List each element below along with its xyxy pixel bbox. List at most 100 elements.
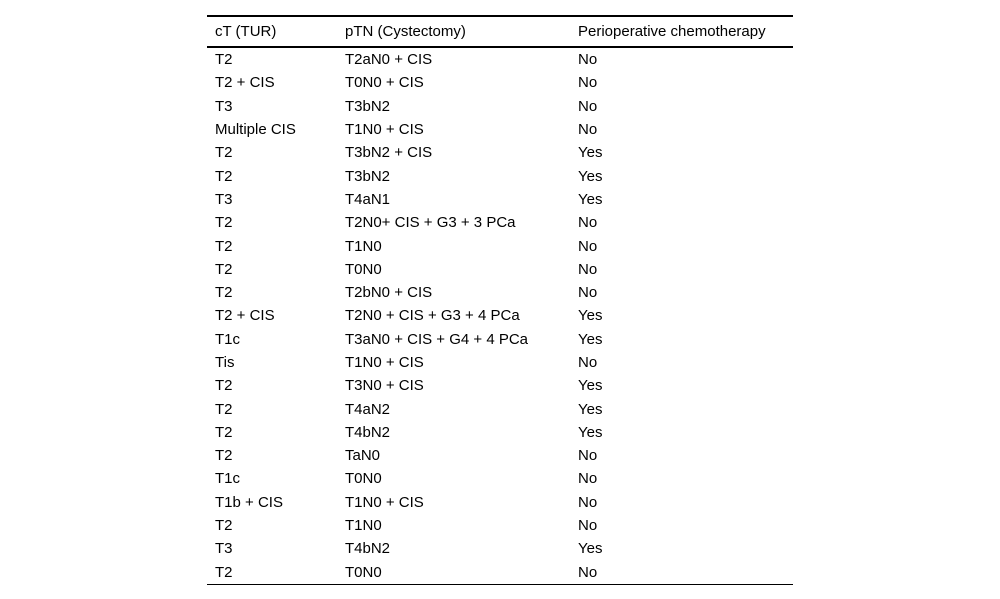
- cell-perioperative-chemotherapy: Yes: [578, 540, 603, 558]
- cell-ptn-cystectomy: TaN0: [345, 447, 381, 465]
- cell-perioperative-chemotherapy: No: [578, 214, 598, 232]
- cell-perioperative-chemotherapy: Yes: [578, 307, 603, 325]
- cell-ptn-cystectomy: T3bN2: [345, 97, 391, 115]
- cell-ptn-cystectomy: T3N0 + CIS: [345, 377, 424, 395]
- cell-ptn-cystectomy: T1N0 + CIS: [345, 493, 424, 511]
- cell-perioperative-chemotherapy: No: [578, 447, 598, 465]
- cell-ct-tur: Tis: [215, 354, 235, 371]
- cell-perioperative-chemotherapy: No: [578, 121, 598, 139]
- cell-ct-tur: T2 + CIS: [215, 307, 275, 325]
- cell-ptn-cystectomy: T4bN2: [345, 540, 391, 558]
- cell-ptn-cystectomy: T0N0: [345, 563, 382, 581]
- table-row: T2 T3bN2 + CIS Yes: [207, 141, 793, 164]
- table-row: T2 T2bN0 + CIS No: [207, 281, 793, 304]
- cell-perioperative-chemotherapy: No: [578, 74, 598, 92]
- cell-ct-tur: T2: [215, 51, 233, 69]
- table-row: T2 T2N0+ CIS + G3 + 3 PCa No: [207, 211, 793, 234]
- table-row: T1b + CIS T1N0 + CIS No: [207, 491, 793, 514]
- table-row: T2 T4aN2 Yes: [207, 397, 793, 420]
- column-header-perioperative-chemotherapy: Perioperative chemotherapy: [578, 16, 793, 48]
- cell-perioperative-chemotherapy: No: [578, 493, 598, 511]
- table-row: T3 T4bN2 Yes: [207, 537, 793, 560]
- cell-perioperative-chemotherapy: Yes: [578, 423, 603, 441]
- table-row: T2 T0N0 No: [207, 258, 793, 281]
- cell-ct-tur: T3: [215, 540, 233, 558]
- cell-perioperative-chemotherapy: No: [578, 237, 598, 255]
- column-header-ct-tur: cT (TUR): [207, 16, 345, 48]
- table-row: T1c T3aN0 + CIS + G4 + 4 PCa Yes: [207, 328, 793, 351]
- cell-ct-tur: T2: [215, 167, 233, 185]
- patients-staging-table: cT (TUR) pTN (Cystectomy) Perioperative …: [207, 15, 793, 585]
- cell-ct-tur: T1b + CIS: [215, 493, 283, 511]
- cell-ct-tur: T2: [215, 214, 233, 232]
- cell-perioperative-chemotherapy: No: [578, 470, 598, 488]
- cell-ptn-cystectomy: T0N0: [345, 260, 382, 278]
- cell-perioperative-chemotherapy: Yes: [578, 144, 603, 162]
- cell-ct-tur: T2: [215, 400, 233, 418]
- cell-ct-tur: T2: [215, 423, 233, 441]
- column-header-ptn-cystectomy: pTN (Cystectomy): [345, 16, 578, 48]
- cell-ct-tur: T2: [215, 237, 233, 255]
- cell-ct-tur: T3: [215, 97, 233, 115]
- cell-ptn-cystectomy: T2N0 + CIS + G3 + 4 PCa: [345, 307, 520, 325]
- cell-perioperative-chemotherapy: No: [578, 284, 598, 302]
- cell-ptn-cystectomy: T4aN1: [345, 190, 391, 208]
- cell-perioperative-chemotherapy: No: [578, 97, 598, 115]
- cell-ptn-cystectomy: T1N0: [345, 237, 382, 255]
- table-row: T2 TaN0 No: [207, 444, 793, 467]
- table-row: T1c T0N0 No: [207, 467, 793, 490]
- cell-perioperative-chemotherapy: Yes: [578, 330, 603, 348]
- cell-ct-tur: T2: [215, 563, 233, 581]
- cell-ct-tur: T2: [215, 517, 233, 535]
- cell-perioperative-chemotherapy: Yes: [578, 167, 603, 185]
- table-row: T3 T4aN1 Yes: [207, 188, 793, 211]
- cell-ct-tur: T2: [215, 260, 233, 278]
- cell-ptn-cystectomy: T1N0 + CIS: [345, 354, 424, 371]
- cell-ct-tur: T2: [215, 144, 233, 162]
- cell-ptn-cystectomy: T2N0+ CIS + G3 + 3 PCa: [345, 214, 516, 232]
- cell-ptn-cystectomy: T0N0 + CIS: [345, 74, 424, 92]
- cell-ptn-cystectomy: T3aN0 + CIS + G4 + 4 PCa: [345, 330, 529, 348]
- cell-perioperative-chemotherapy: No: [578, 517, 598, 535]
- cell-ptn-cystectomy: T4bN2: [345, 423, 391, 441]
- table-row: T2 T1N0 No: [207, 234, 793, 257]
- cell-ct-tur: T1c: [215, 330, 241, 348]
- table-row: T2 + CIS T0N0 + CIS No: [207, 71, 793, 94]
- table-row: T2 T2aN0 + CIS No: [207, 47, 793, 71]
- table-row: T3 T3bN2 No: [207, 95, 793, 118]
- table-row: Tis T1N0 + CIS No: [207, 351, 793, 374]
- cell-ct-tur: T2: [215, 447, 233, 465]
- cell-ptn-cystectomy: T4aN2: [345, 400, 391, 418]
- cell-perioperative-chemotherapy: No: [578, 354, 598, 371]
- cell-ptn-cystectomy: T3bN2 + CIS: [345, 144, 433, 162]
- cell-ptn-cystectomy: T3bN2: [345, 167, 391, 185]
- cell-perioperative-chemotherapy: Yes: [578, 400, 603, 418]
- cell-ct-tur: T2 + CIS: [215, 74, 275, 92]
- cell-ptn-cystectomy: T0N0: [345, 470, 382, 488]
- cell-perioperative-chemotherapy: Yes: [578, 190, 603, 208]
- cell-perioperative-chemotherapy: No: [578, 563, 598, 581]
- cell-ptn-cystectomy: T1N0: [345, 517, 382, 535]
- table-row: Multiple CIS T1N0 + CIS No: [207, 118, 793, 141]
- table-row: T2 T3bN2 Yes: [207, 164, 793, 187]
- cell-ct-tur: Multiple CIS: [215, 121, 296, 139]
- cell-perioperative-chemotherapy: No: [578, 260, 598, 278]
- cell-ptn-cystectomy: T2aN0 + CIS: [345, 51, 433, 69]
- cell-ct-tur: T2: [215, 377, 233, 395]
- cell-perioperative-chemotherapy: Yes: [578, 377, 603, 395]
- cell-ct-tur: T3: [215, 190, 233, 208]
- cell-ptn-cystectomy: T2bN0 + CIS: [345, 284, 433, 302]
- cell-ct-tur: T2: [215, 284, 233, 302]
- table-row: T2 T4bN2 Yes: [207, 421, 793, 444]
- table-row: T2 T1N0 No: [207, 514, 793, 537]
- cell-ptn-cystectomy: T1N0 + CIS: [345, 121, 424, 139]
- table-body: T2 T2aN0 + CIS No T2 + CIS T0N0 + CIS No T3 T3b…: [207, 47, 793, 584]
- table-row: T2 T0N0 No: [207, 561, 793, 585]
- cell-perioperative-chemotherapy: No: [578, 51, 598, 69]
- table-header: cT (TUR) pTN (Cystectomy) Perioperative …: [207, 16, 793, 48]
- cell-ct-tur: T1c: [215, 470, 241, 488]
- table-row: T2 + CIS T2N0 + CIS + G3 + 4 PCa Yes: [207, 304, 793, 327]
- table-row: T2 T3N0 + CIS Yes: [207, 374, 793, 397]
- header-row: cT (TUR) pTN (Cystectomy) Perioperative …: [207, 16, 793, 48]
